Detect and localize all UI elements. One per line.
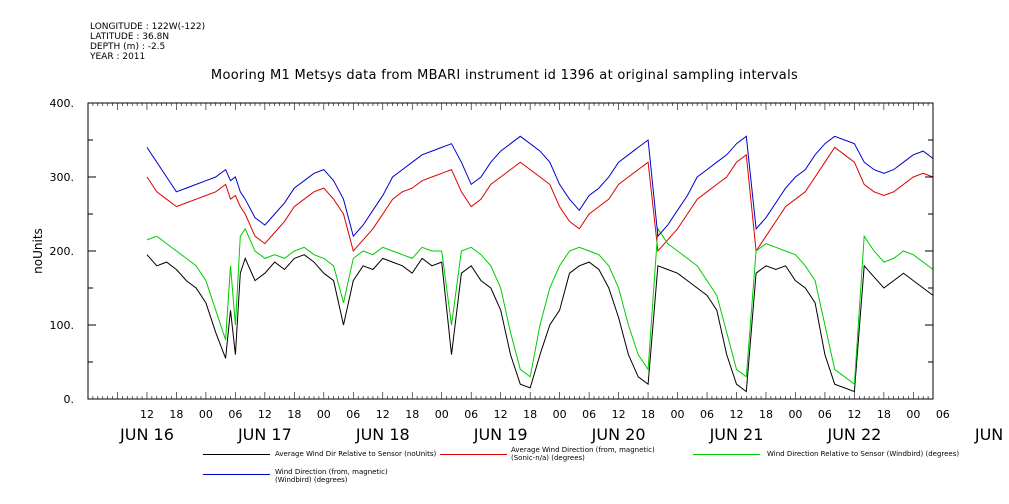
x-hour-label: 06 [228, 408, 242, 421]
x-hour-label: 00 [671, 408, 685, 421]
legend-label-2: Wind Direction Relative to Sensor (Windb… [767, 450, 960, 458]
x-hour-label: 00 [317, 408, 331, 421]
legend-line-0 [203, 454, 270, 455]
x-day-label: JUN 19 [473, 425, 528, 444]
x-hour-label: 18 [877, 408, 891, 421]
x-day-label: JUN 17 [237, 425, 292, 444]
x-day-label: JUN 21 [709, 425, 764, 444]
x-hour-label: 18 [759, 408, 773, 421]
depth-label: DEPTH (m) : -2.5 [90, 42, 166, 52]
legend-label-1: Average Wind Direction (from, magnetic) … [511, 446, 655, 462]
x-hour-label: 12 [140, 408, 154, 421]
year-label: YEAR : 2011 [90, 52, 146, 62]
x-hour-label: 18 [169, 408, 183, 421]
series-line-1 [146, 146, 934, 253]
x-day-label: JUN 20 [591, 425, 646, 444]
x-hour-label: 12 [376, 408, 390, 421]
series-line-3 [146, 135, 934, 238]
x-hour-label: 06 [818, 408, 832, 421]
x-hour-label: 12 [258, 408, 272, 421]
y-tick-label: 400. [50, 97, 75, 110]
x-hour-label: 06 [936, 408, 950, 421]
x-hour-label: 00 [199, 408, 213, 421]
legend-line-2 [693, 454, 760, 455]
x-hour-label: 00 [553, 408, 567, 421]
legend-line-3 [203, 474, 270, 475]
y-axis-label: noUnits [31, 228, 45, 274]
x-hour-label: 18 [641, 408, 655, 421]
x-day-label: JUN 23 [974, 425, 1009, 444]
legend-label-0: Average Wind Dir Relative to Sensor (noU… [275, 450, 437, 458]
x-hour-label: 06 [582, 408, 596, 421]
x-hour-label: 18 [287, 408, 301, 421]
metadata-block: LONGITUDE : 122W(-122) LATITUDE : 36.8N … [90, 22, 205, 62]
x-hour-label: 06 [464, 408, 478, 421]
longitude-label: LONGITUDE : 122W(-122) [90, 22, 206, 32]
y-tick-label: 300. [50, 171, 75, 184]
x-hour-label: 12 [847, 408, 861, 421]
x-hour-label: 12 [729, 408, 743, 421]
x-hour-label: 12 [612, 408, 626, 421]
x-day-label: JUN 22 [826, 425, 881, 444]
series-line-2 [146, 227, 934, 386]
latitude-label: LATITUDE : 36.8N [90, 32, 170, 42]
x-hour-label: 06 [700, 408, 714, 421]
x-hour-label: 00 [788, 408, 802, 421]
x-day-label: JUN 16 [119, 425, 174, 444]
y-tick-label: 0. [64, 393, 75, 406]
x-day-label: JUN 18 [355, 425, 410, 444]
legend-label-3: Wind Direction (from, magnetic) (Windbir… [275, 468, 388, 484]
x-hour-label: 06 [346, 408, 360, 421]
x-hour-label: 12 [494, 408, 508, 421]
legend-line-1 [440, 454, 507, 455]
chart-title: Mooring M1 Metsys data from MBARI instru… [210, 68, 799, 83]
series-line-0 [146, 254, 934, 393]
x-hour-label: 00 [435, 408, 449, 421]
x-hour-label: 18 [405, 408, 419, 421]
x-hour-label: 00 [906, 408, 920, 421]
x-hour-label: 18 [523, 408, 537, 421]
y-tick-label: 100. [50, 319, 75, 332]
y-tick-label: 200. [50, 245, 75, 258]
